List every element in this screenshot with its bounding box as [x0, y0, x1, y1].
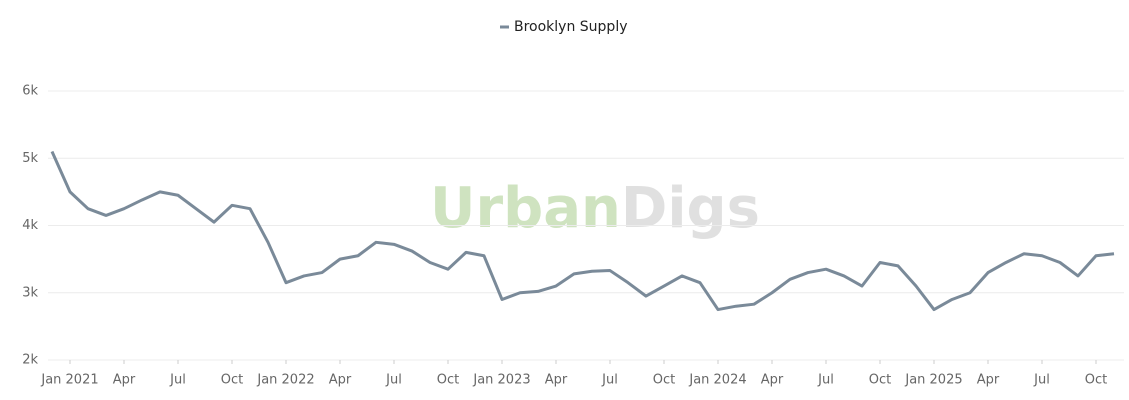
series-line	[50, 150, 1115, 312]
x-tick-label: Oct	[653, 373, 675, 388]
x-tick-label: Jul	[169, 373, 186, 388]
x-tick-label: Jul	[601, 373, 618, 388]
x-tick-label: Oct	[221, 373, 243, 388]
watermark-part: Urban	[430, 176, 621, 241]
watermark: UrbanDigs	[430, 176, 760, 241]
y-tick-label: 3k	[22, 285, 38, 300]
x-tick-label: Jul	[385, 373, 402, 388]
x-tick-label: Oct	[437, 373, 459, 388]
x-tick-label: Apr	[545, 373, 568, 388]
x-tick-label: Apr	[113, 373, 136, 388]
watermark-part: Digs	[621, 176, 760, 241]
x-tick-label: Apr	[977, 373, 1000, 388]
x-tick-label: Apr	[329, 373, 352, 388]
x-tick-label: Jan 2024	[688, 373, 746, 388]
x-tick-label: Jul	[817, 373, 834, 388]
x-tick-label: Jan 2021	[40, 373, 98, 388]
y-tick-label: 2k	[22, 353, 38, 368]
legend-text: Brooklyn Supply	[514, 19, 628, 35]
x-tick-label: Oct	[869, 373, 891, 388]
x-tick-label: Apr	[761, 373, 784, 388]
y-tick-label: 4k	[22, 218, 38, 233]
x-tick-label: Jan 2025	[904, 373, 962, 388]
x-tick-label: Jan 2022	[256, 373, 314, 388]
x-tick-label: Jan 2023	[472, 373, 530, 388]
x-tick-label: Jul	[1033, 373, 1050, 388]
y-tick-label: 6k	[22, 84, 38, 99]
y-tick-label: 5k	[22, 151, 38, 166]
x-tick-label: Oct	[1085, 373, 1107, 388]
